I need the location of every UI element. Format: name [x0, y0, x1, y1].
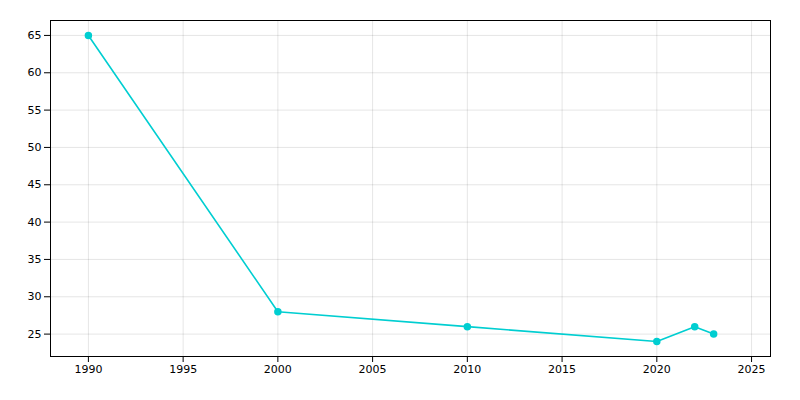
- svg-text:1990: 1990: [74, 363, 102, 376]
- svg-text:40: 40: [28, 216, 42, 229]
- svg-text:35: 35: [28, 253, 42, 266]
- svg-text:2000: 2000: [264, 363, 292, 376]
- svg-text:60: 60: [28, 66, 42, 79]
- svg-text:45: 45: [28, 178, 42, 191]
- svg-text:2020: 2020: [643, 363, 671, 376]
- svg-text:1995: 1995: [169, 363, 197, 376]
- svg-text:50: 50: [28, 141, 42, 154]
- svg-text:2015: 2015: [548, 363, 576, 376]
- svg-text:25: 25: [28, 328, 42, 341]
- svg-text:2005: 2005: [359, 363, 387, 376]
- svg-text:55: 55: [28, 104, 42, 117]
- svg-text:2010: 2010: [453, 363, 481, 376]
- svg-text:30: 30: [28, 290, 42, 303]
- svg-text:2025: 2025: [738, 363, 766, 376]
- svg-text:65: 65: [28, 29, 42, 42]
